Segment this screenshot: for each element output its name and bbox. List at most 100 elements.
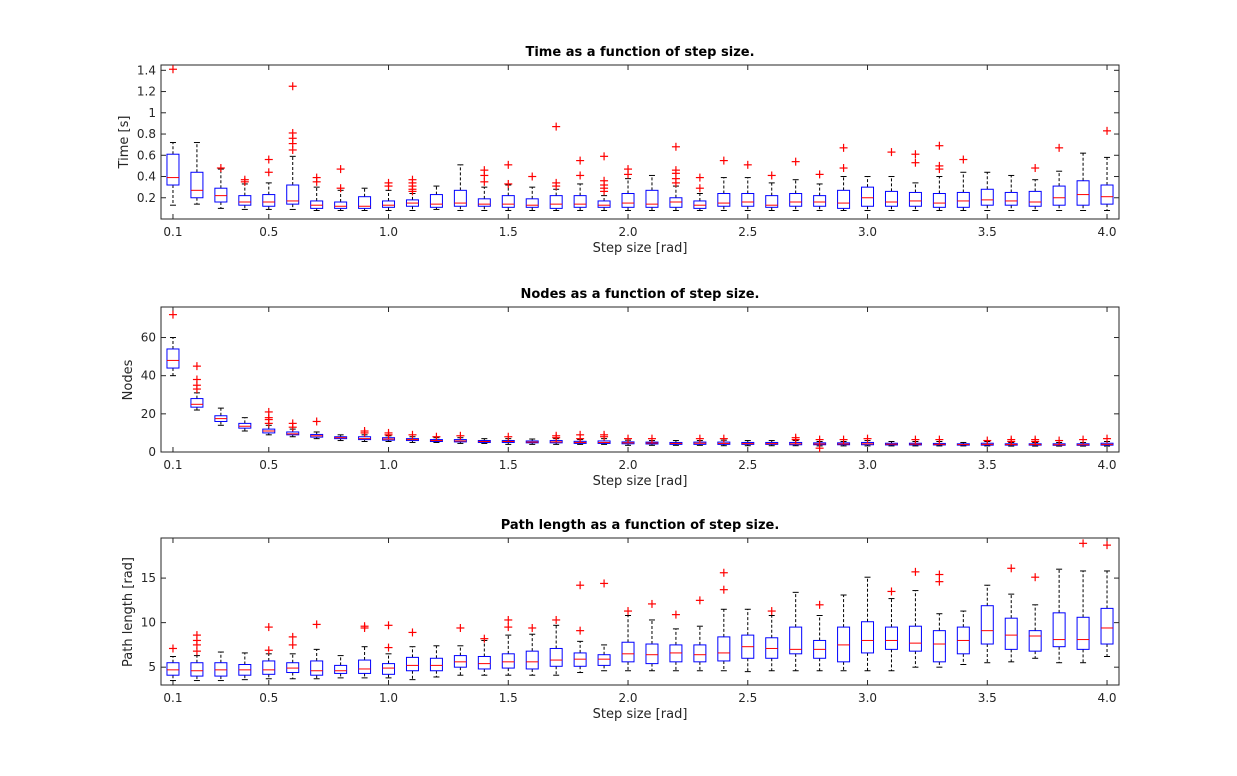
time-chart-title: Time as a function of step size. [525, 45, 754, 60]
nodes-box-2 [190, 362, 204, 411]
box-iqr [405, 656, 419, 672]
time-x-ticks: 0.1 0.5 1.0 1.5 2.0 2.5 3.0 3.5 4.0 [163, 65, 1117, 239]
x-tick-label: 3.0 [858, 458, 877, 472]
nodes-plot-area [160, 306, 1120, 453]
box-iqr [262, 660, 276, 675]
path-length-boxes [166, 539, 1114, 682]
box-iqr [789, 193, 803, 207]
path-length-box-28 [813, 600, 827, 672]
y-tick-label: 0.4 [137, 170, 156, 184]
box-iqr [717, 636, 731, 662]
path-length-box-20 [621, 607, 635, 672]
nodes-box-22 [669, 440, 683, 446]
x-tick-label: 1.5 [499, 458, 518, 472]
path-length-box-16 [525, 623, 539, 676]
outlier-marker [288, 82, 297, 91]
outlier-marker [480, 166, 489, 175]
path-length-box-27 [789, 591, 803, 672]
nodes-x-ticks: 0.1 0.5 1.0 1.5 2.0 2.5 3.0 3.5 4.0 [163, 307, 1117, 472]
outlier-marker [1079, 435, 1088, 444]
path-length-box-13 [453, 623, 467, 676]
path-length-box-23 [693, 596, 707, 672]
y-tick-label: 1 [148, 106, 156, 120]
box-iqr [861, 186, 875, 207]
outlier-marker [168, 644, 177, 653]
x-tick-label: 4.0 [1097, 225, 1116, 239]
path-length-box-6 [286, 632, 300, 680]
outlier-marker [815, 444, 824, 453]
box-iqr [310, 200, 324, 209]
path-length-box-9 [358, 622, 372, 679]
outlier-marker [384, 178, 393, 187]
y-tick-label: 1.2 [137, 85, 156, 99]
nodes-box-14 [477, 438, 491, 444]
nodes-box-29 [837, 435, 851, 447]
nodes-box-12 [429, 432, 443, 443]
path-length-box-10 [382, 621, 396, 679]
outlier-marker [1055, 143, 1064, 152]
box-iqr [166, 348, 180, 369]
time-box-39 [1076, 152, 1090, 212]
time-box-2 [190, 142, 204, 205]
x-tick-label: 3.0 [858, 225, 877, 239]
time-subplot: Time as a function of step size. Step si… [117, 45, 1120, 256]
nodes-box-3 [214, 407, 228, 426]
outlier-marker [384, 621, 393, 630]
box-iqr [908, 191, 922, 207]
outlier-marker [600, 430, 609, 439]
nodes-y-ticks: 0 20 40 60 [141, 331, 1119, 459]
nodes-box-11 [405, 430, 419, 443]
outlier-marker [935, 570, 944, 579]
outlier-marker [911, 158, 920, 167]
outlier-marker [959, 155, 968, 164]
y-tick-label: 60 [141, 331, 156, 345]
outlier-marker [719, 156, 728, 165]
time-box-15 [501, 160, 515, 212]
box-iqr [525, 650, 539, 670]
path-length-box-24 [717, 568, 731, 672]
nodes-box-38 [1052, 436, 1066, 447]
x-tick-label: 0.5 [259, 458, 278, 472]
outlier-marker [240, 175, 249, 184]
x-tick-label: 3.5 [978, 458, 997, 472]
outlier-marker [552, 178, 561, 187]
x-tick-label: 2.5 [738, 691, 757, 705]
outlier-marker [719, 585, 728, 594]
path-length-box-35 [980, 584, 994, 664]
path-length-box-21 [645, 599, 659, 672]
nodes-box-37 [1028, 435, 1042, 447]
outlier-marker [288, 419, 297, 428]
path-length-box-12 [429, 645, 443, 678]
box-iqr [166, 662, 180, 676]
outlier-marker [911, 435, 920, 444]
nodes-box-32 [908, 435, 922, 447]
path-length-x-ticks: 0.1 0.5 1.0 1.5 2.0 2.5 3.0 3.5 4.0 [163, 538, 1117, 705]
time-box-23 [693, 173, 707, 212]
time-box-25 [741, 160, 755, 212]
outlier-marker [695, 596, 704, 605]
outlier-marker [360, 622, 369, 631]
x-tick-label: 1.5 [499, 225, 518, 239]
outlier-marker [264, 155, 273, 164]
outlier-marker [408, 430, 417, 439]
outlier-marker [695, 173, 704, 182]
outlier-marker [935, 141, 944, 150]
outlier-marker [336, 184, 345, 193]
outlier-marker [552, 122, 561, 131]
outlier-marker [600, 152, 609, 161]
outlier-marker [552, 431, 561, 440]
box-iqr [693, 200, 707, 209]
outlier-marker [1103, 541, 1112, 550]
nodes-box-24 [717, 434, 731, 447]
x-tick-label: 3.5 [978, 225, 997, 239]
box-iqr [717, 193, 731, 207]
x-tick-label: 3.0 [858, 691, 877, 705]
x-tick-label: 0.5 [259, 691, 278, 705]
x-tick-label: 1.5 [499, 691, 518, 705]
outlier-marker [168, 65, 177, 74]
outlier-marker [719, 568, 728, 577]
nodes-box-19 [597, 430, 611, 445]
box-iqr [765, 195, 779, 208]
box-iqr [813, 195, 827, 207]
outlier-marker [312, 417, 321, 426]
